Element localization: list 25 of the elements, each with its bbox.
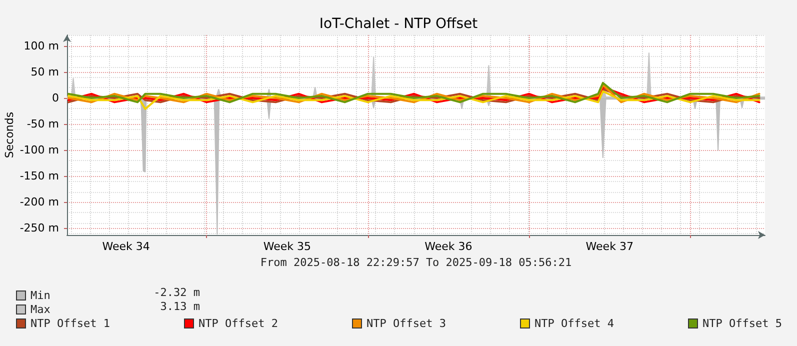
legend-label: NTP Offset 2 — [198, 317, 278, 330]
y-tick-label: -150 m — [20, 170, 59, 183]
x-axis-title: From 2025-08-18 22:29:57 To 2025-09-18 05:56:21 — [260, 256, 572, 269]
x-tick-label: Week 35 — [263, 240, 312, 253]
legend-label: NTP Offset 1 — [30, 317, 110, 330]
legend-label: NTP Offset 3 — [366, 317, 446, 330]
x-tick-label: Week 36 — [424, 240, 472, 253]
legend-label: Min — [30, 289, 50, 302]
y-tick-label: -50 m — [26, 118, 59, 131]
text: -2.32 m — [154, 286, 200, 299]
y-axis-title: Seconds — [3, 112, 16, 158]
line-series — [67, 90, 760, 110]
x-tick-label: Week 37 — [586, 240, 634, 253]
chart-title: IoT-Chalet - NTP Offset — [319, 16, 478, 32]
y-tick-label: 100 m — [24, 39, 59, 52]
legend-label: NTP Offset 4 — [534, 317, 614, 330]
legend-label: Max — [30, 303, 51, 316]
y-tick-label: -200 m — [20, 196, 59, 209]
y-tick-label: -100 m — [20, 144, 59, 157]
legend-label: NTP Offset 5 — [702, 317, 782, 330]
text: 3.13 m — [160, 300, 200, 313]
y-tick-label: -250 m — [20, 222, 59, 235]
y-tick-label: 0 — [52, 92, 59, 105]
x-tick-label: Week 34 — [102, 240, 150, 253]
y-tick-label: 50 m — [30, 65, 59, 78]
